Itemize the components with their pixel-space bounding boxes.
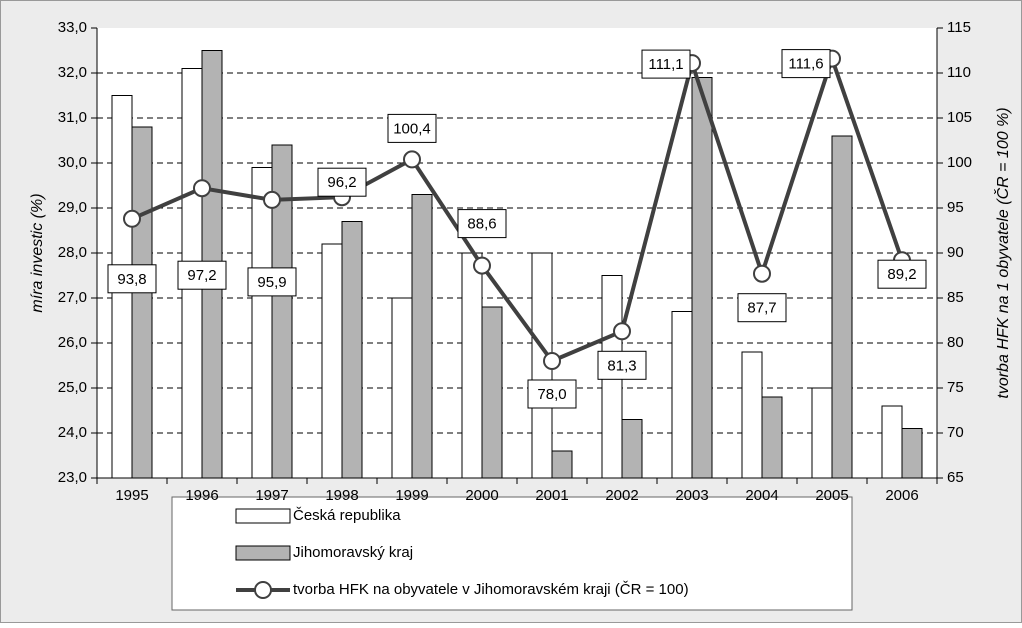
- x-tick-label: 1995: [115, 487, 148, 504]
- data-label-box: [781, 49, 831, 79]
- y2-tick-label: 90: [947, 244, 964, 261]
- bar: [811, 387, 833, 479]
- y2-tick-label: 105: [947, 109, 972, 126]
- y-axis-label: míra investic (%): [29, 193, 46, 312]
- data-label-box: [737, 293, 787, 323]
- data-label-box: [641, 49, 691, 79]
- data-label-box: [317, 167, 367, 197]
- bar: [741, 351, 763, 479]
- x-tick-label: 2000: [465, 487, 498, 504]
- y-tick-label: 25,0: [58, 379, 87, 396]
- y-tick-label: 26,0: [58, 334, 87, 351]
- data-label: 88,6: [467, 216, 496, 233]
- line-marker: [403, 150, 421, 169]
- data-label: 93,8: [117, 271, 146, 288]
- line-marker: [193, 179, 211, 198]
- bar: [391, 297, 413, 479]
- y-tick-label: 29,0: [58, 199, 87, 216]
- x-tick-label: 1998: [325, 487, 358, 504]
- data-label-box: [177, 260, 227, 290]
- line-marker: [543, 352, 561, 370]
- x-tick-label: 2001: [535, 487, 568, 504]
- x-tick-label: 2002: [605, 487, 638, 504]
- bar: [271, 144, 293, 479]
- line-marker: [263, 190, 281, 209]
- bar: [901, 428, 923, 479]
- y-tick-label: 24,0: [58, 424, 87, 441]
- line-marker: [123, 209, 141, 228]
- bar: [481, 306, 503, 479]
- y-tick-label: 28,0: [58, 244, 87, 261]
- y2-tick-label: 70: [947, 424, 964, 441]
- data-label-box: [597, 350, 647, 380]
- data-label: 96,2: [327, 174, 356, 191]
- y2-tick-label: 100: [947, 154, 972, 171]
- x-tick-label: 1999: [395, 487, 428, 504]
- bar: [831, 135, 853, 479]
- x-tick-label: 2006: [885, 487, 918, 504]
- y2-axis-label: tvorba HFK na 1 obyvatele (ČR = 100 %): [993, 107, 1012, 398]
- legend-marker: [254, 581, 272, 599]
- bar: [321, 243, 343, 479]
- legend-label: Česká republika: [293, 507, 401, 524]
- y2-tick-label: 85: [947, 289, 964, 306]
- bar: [341, 221, 363, 479]
- x-tick-label: 1996: [185, 487, 218, 504]
- data-label: 78,0: [537, 386, 566, 403]
- y-tick-label: 31,0: [58, 109, 87, 126]
- data-label-box: [457, 209, 507, 239]
- line-marker: [613, 322, 631, 341]
- bar: [621, 419, 643, 479]
- bar: [251, 167, 273, 479]
- bar: [551, 450, 573, 479]
- data-label: 111,1: [648, 56, 683, 73]
- bar: [761, 396, 783, 479]
- y2-tick-label: 75: [947, 379, 964, 396]
- y2-tick-label: 115: [947, 19, 971, 36]
- legend-swatch: [235, 545, 291, 561]
- x-tick-label: 1997: [255, 487, 288, 504]
- data-label-box: [527, 379, 577, 409]
- y2-tick-label: 80: [947, 334, 964, 351]
- y-tick-label: 23,0: [58, 469, 87, 486]
- y-tick-label: 32,0: [58, 64, 87, 81]
- legend-label: Jihomoravský kraj: [293, 544, 413, 561]
- x-tick-label: 2004: [745, 487, 778, 504]
- data-label: 81,3: [607, 357, 636, 374]
- y2-tick-label: 95: [947, 199, 964, 216]
- y-tick-label: 27,0: [58, 289, 87, 306]
- y2-tick-label: 65: [947, 469, 964, 486]
- data-label: 100,4: [393, 120, 431, 137]
- y-tick-label: 30,0: [58, 154, 87, 171]
- data-label-box: [877, 259, 927, 289]
- line-marker: [473, 256, 491, 275]
- y2-tick-label: 110: [947, 64, 971, 81]
- bar: [461, 252, 483, 479]
- data-label: 97,2: [187, 267, 216, 284]
- data-label-box: [387, 113, 437, 143]
- bar: [131, 126, 153, 479]
- line-marker: [753, 264, 771, 283]
- bar: [881, 405, 903, 479]
- bar: [691, 77, 713, 479]
- data-label: 89,2: [887, 266, 916, 283]
- data-label: 87,7: [747, 300, 776, 317]
- data-label-box: [247, 267, 297, 297]
- bar: [671, 311, 693, 479]
- line: [131, 52, 904, 364]
- data-label: 111,6: [788, 56, 823, 73]
- y-tick-label: 33,0: [58, 19, 87, 36]
- legend-swatch: [235, 508, 291, 524]
- x-tick-label: 2005: [815, 487, 848, 504]
- data-label: 95,9: [257, 274, 286, 291]
- legend-label: tvorba HFK na obyvatele v Jihomoravském …: [293, 581, 689, 598]
- bar: [411, 194, 433, 479]
- x-tick-label: 2003: [675, 487, 708, 504]
- data-label-box: [107, 264, 157, 294]
